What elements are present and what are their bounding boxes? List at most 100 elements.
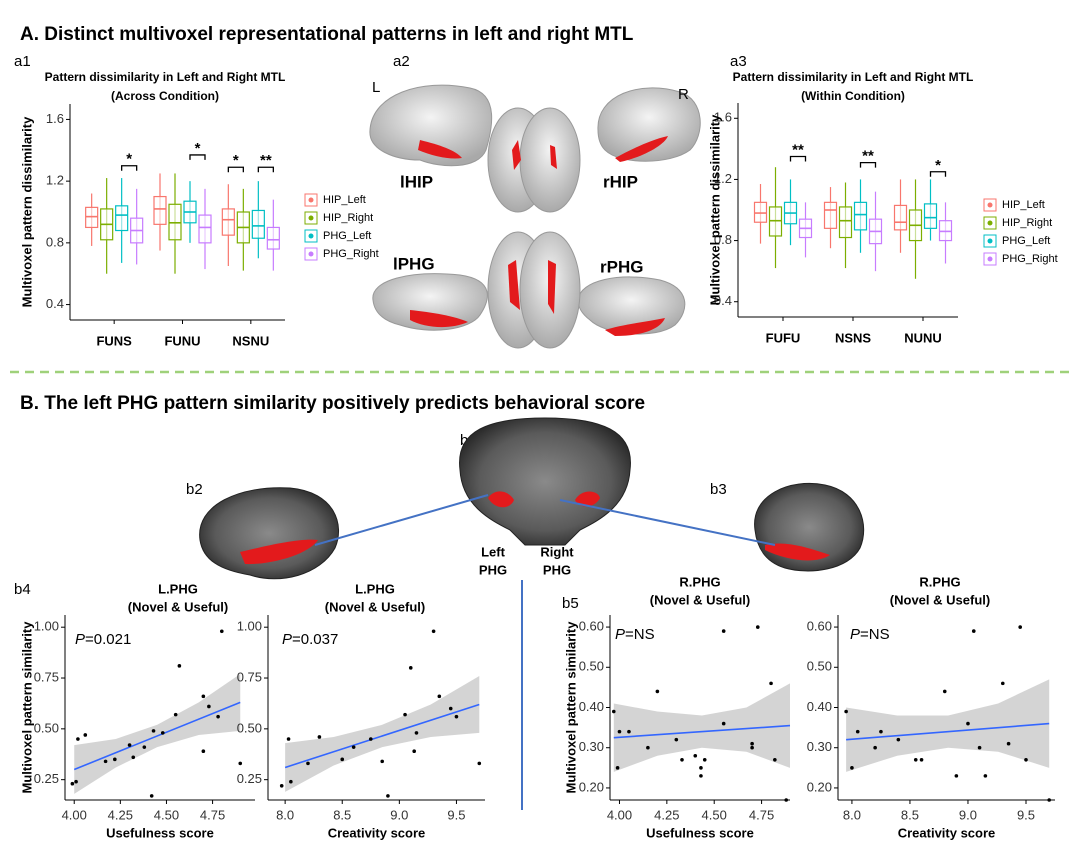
significance-label: * [195,140,201,157]
y-tick-label: 0.40 [807,699,832,714]
x-tick-label: 4.25 [108,807,133,822]
region-label: rPHG [600,257,643,276]
y-tick-label: 0.50 [34,720,59,735]
chart-title: R.PHG [679,574,720,589]
x-tick-label: 8.0 [276,807,294,822]
legend-label: PHG_Right [1002,253,1058,265]
point [1000,681,1005,686]
point [699,766,703,770]
point [414,731,419,735]
x-axis-label: Usefulness score [106,825,214,840]
p-symbol: P [75,631,85,648]
p-value: P=0.021 [75,631,131,648]
y-tick-label: 0.8 [46,234,64,249]
point [74,779,78,784]
box [823,201,838,229]
section-title: A. Distinct multivoxel representational … [20,24,634,45]
y-tick-label: 0.60 [579,619,604,634]
y-tick-label: 0.50 [807,659,832,674]
x-tick-label: 9.5 [1017,807,1035,822]
y-tick-label: 1.00 [34,619,59,634]
point [693,753,698,758]
y-tick-label: 0.30 [579,739,604,754]
significance-bracket [121,165,138,171]
point [646,745,650,750]
p-value: P=0.037 [282,631,338,648]
x-tick-label: FUNU [164,333,200,348]
legend-key-dot [987,256,993,262]
point [238,761,243,766]
point [750,745,754,750]
box [198,214,212,244]
point [721,721,726,726]
x-tick-label: 4.75 [200,807,225,822]
chart-title: Pattern dissimilarity in Left and Right … [45,70,286,84]
y-tick-label: 0.40 [579,699,604,714]
point [340,757,345,762]
point [219,629,224,634]
point [1018,625,1022,629]
x-tick-label: 4.25 [654,807,679,822]
y-axis-label: Multivoxel pattern similarity [19,621,34,794]
point [142,745,147,749]
panel-label: b3 [710,481,727,498]
y-tick-label: 1.6 [714,110,732,125]
legend-key-dot [308,197,314,203]
point [699,774,703,778]
chart-subtitle: (Novel & Useful) [890,592,990,607]
point [1024,757,1028,762]
legend-key-dot [308,233,314,239]
point [431,629,436,634]
region-label: Right [540,544,574,559]
y-tick-label: 1.2 [46,173,64,188]
y-tick-label: 0.4 [46,296,64,311]
point [919,757,924,762]
legend-label: HIP_Left [323,194,366,206]
point [207,704,211,709]
point [160,731,165,735]
y-tick-label: 1.2 [714,171,732,186]
box [266,226,280,250]
legend-label: HIP_Right [1002,217,1052,229]
point [149,794,154,798]
point [611,709,616,714]
point [966,721,970,726]
chart-title: L.PHG [158,581,198,596]
legend-key-dot [308,215,314,221]
point [855,729,860,734]
region-label: lHIP [400,172,433,191]
y-tick-label: 0.25 [34,771,59,786]
point [286,737,291,741]
legend-key-dot [987,202,993,208]
region-label: Left [481,544,506,559]
point [412,749,416,754]
p-value: P=NS [615,626,655,643]
significance-bracket [859,161,877,168]
confidence-band [285,675,480,792]
y-tick-label: 0.75 [34,669,59,684]
point [408,666,413,670]
y-tick-label: 0.25 [237,771,262,786]
y-tick-label: 0.50 [579,659,604,674]
confidence-band [613,683,790,772]
point [127,743,132,747]
region-label: rHIP [603,172,638,191]
point [289,779,293,784]
panel-label: b4 [14,581,31,598]
point [750,741,754,746]
point [386,794,390,798]
x-tick-label: 4.75 [749,807,774,822]
point [627,729,631,734]
confidence-band [846,679,1050,772]
connector [559,499,776,546]
significance-label: * [126,151,132,168]
p-value: P=NS [850,626,890,643]
section-title: B. The left PHG pattern similarity posit… [20,393,645,414]
y-tick-label: 0.20 [579,779,604,794]
x-tick-label: NUNU [904,330,942,345]
point [113,757,117,762]
p-text: =NS [860,626,890,643]
legend-label: PHG_Left [323,230,371,242]
x-tick-label: 4.50 [154,807,179,822]
